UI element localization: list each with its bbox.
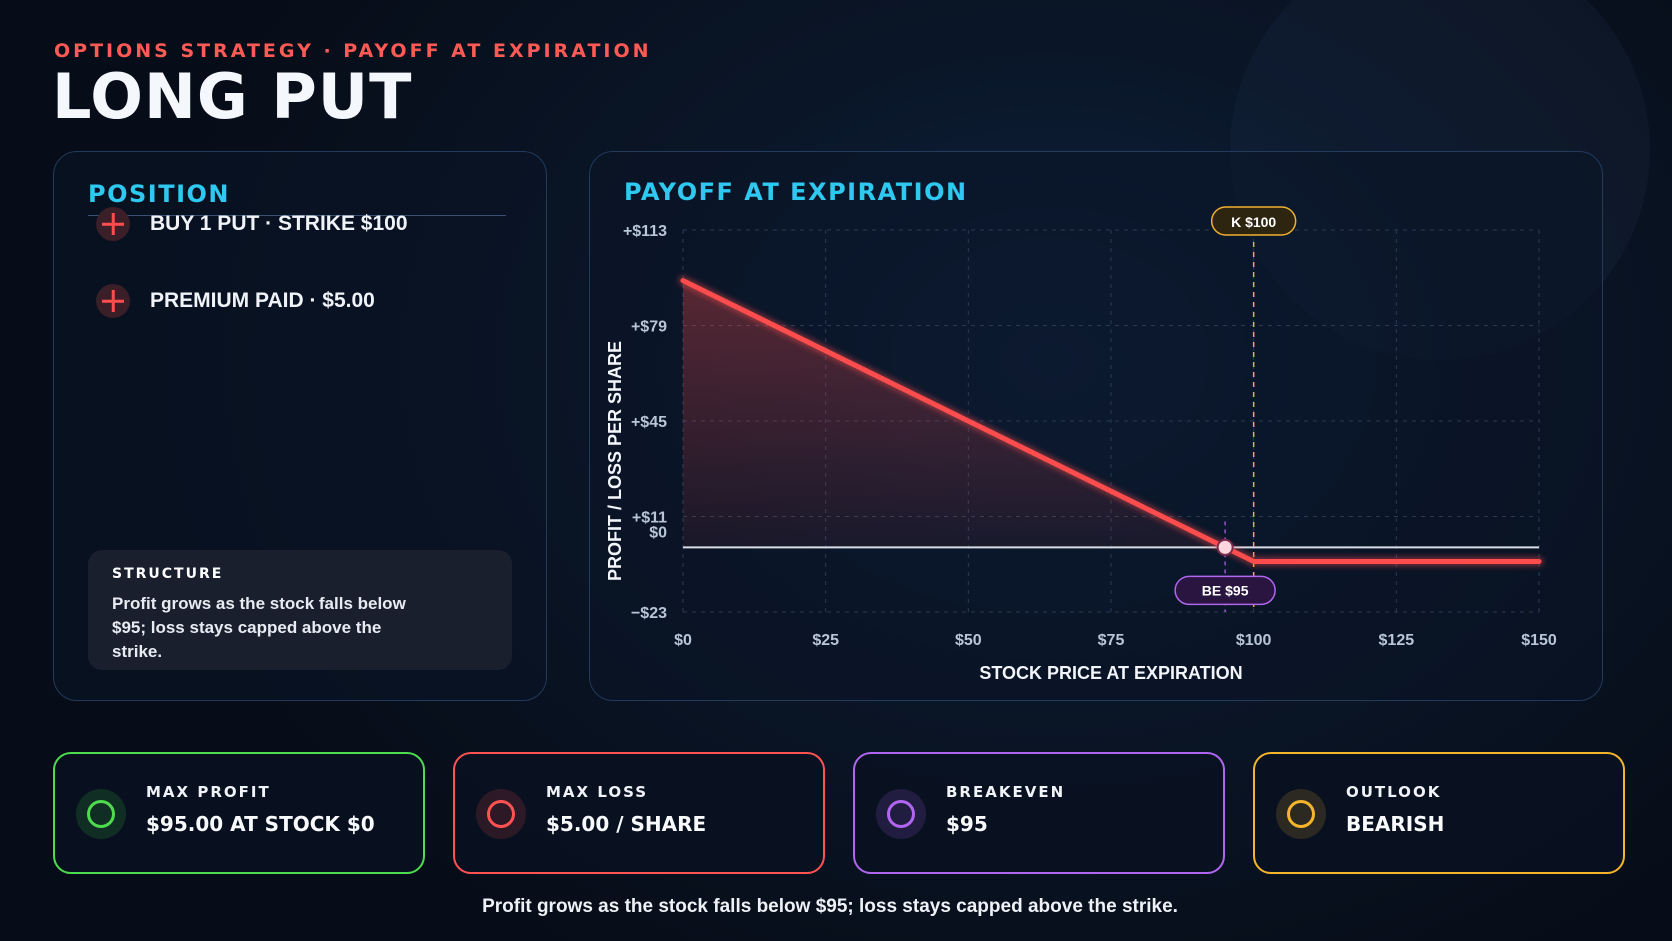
y-tick-label: +$79 <box>631 319 667 336</box>
stat-card-breakeven: BREAKEVEN $95 <box>853 752 1225 874</box>
x-axis-title: STOCK PRICE AT EXPIRATION <box>979 663 1242 683</box>
chart-panel: PAYOFF AT EXPIRATION $0 $25 $50 $75 $100 $125… <box>589 151 1603 701</box>
position-heading: POSITION <box>88 180 230 208</box>
breakeven-label: BE $95 <box>1202 582 1249 598</box>
plus-icon <box>96 207 130 241</box>
y-tick-label: +$11 <box>632 510 667 527</box>
y-tick-label: −$23 <box>631 605 667 622</box>
position-item-buy-put: BUY 1 PUT · STRIKE $100 <box>96 207 408 241</box>
breakeven-label-pill <box>1174 575 1276 606</box>
strike-label: K $100 <box>1231 214 1276 230</box>
y-tick-label: +$113 <box>623 223 667 240</box>
y-tick-label: +$45 <box>631 414 667 431</box>
stat-label: MAX PROFIT <box>146 783 271 801</box>
x-tick-label: $75 <box>1098 632 1125 649</box>
x-tick-label: $125 <box>1379 632 1415 649</box>
structure-label: STRUCTURE <box>112 566 224 582</box>
stat-card-outlook: OUTLOOK BEARISH <box>1253 752 1625 874</box>
stat-value: $95 <box>946 812 988 836</box>
ring-icon <box>476 789 526 839</box>
ring-icon <box>876 789 926 839</box>
position-item-label: PREMIUM PAID · $5.00 <box>150 289 375 312</box>
page-subtitle: OPTIONS STRATEGY · PAYOFF AT EXPIRATION <box>54 40 652 62</box>
chart-heading: PAYOFF AT EXPIRATION <box>624 178 968 206</box>
breakeven-point <box>1216 538 1234 556</box>
stat-label: BREAKEVEN <box>946 783 1066 801</box>
stat-label: MAX LOSS <box>546 783 649 801</box>
stat-value: $95.00 AT STOCK $0 <box>146 812 375 836</box>
stat-value: $5.00 / SHARE <box>546 812 707 836</box>
stat-label: OUTLOOK <box>1346 783 1442 801</box>
position-item-label: BUY 1 PUT · STRIKE $100 <box>150 212 408 235</box>
position-divider <box>88 215 506 216</box>
x-tick-label: $25 <box>812 632 839 649</box>
position-item-premium: PREMIUM PAID · $5.00 <box>96 284 375 318</box>
footer-caption: Profit grows as the stock falls below $9… <box>482 896 1178 917</box>
x-tick-label: $0 <box>674 632 692 649</box>
stat-card-max-profit: MAX PROFIT $95.00 AT STOCK $0 <box>53 752 425 874</box>
x-tick-label: $100 <box>1236 632 1272 649</box>
page-title: LONG PUT <box>52 60 413 133</box>
payoff-chart: $0 $25 $50 $75 $100 $125 $150 +$113 +$79 +$45 +$11… <box>605 206 1557 683</box>
ring-icon <box>76 789 126 839</box>
stat-value: BEARISH <box>1346 812 1445 836</box>
strike-label-pill <box>1210 206 1297 236</box>
plus-icon <box>96 284 130 318</box>
stat-card-max-loss: MAX LOSS $5.00 / SHARE <box>453 752 825 874</box>
x-tick-label: $150 <box>1521 632 1557 649</box>
payoff-line <box>680 278 1542 564</box>
position-panel: POSITION BUY 1 PUT · STRIKE $100 PREMIUM… <box>53 151 547 701</box>
y-tick-label: $0 <box>649 524 667 541</box>
ring-icon <box>1276 789 1326 839</box>
x-tick-label: $50 <box>955 632 982 649</box>
structure-box: STRUCTURE Profit grows as the stock fall… <box>88 550 512 670</box>
structure-text: Profit grows as the stock falls below $9… <box>112 594 406 661</box>
y-axis-title: PROFIT / LOSS PER SHARE <box>605 341 625 581</box>
